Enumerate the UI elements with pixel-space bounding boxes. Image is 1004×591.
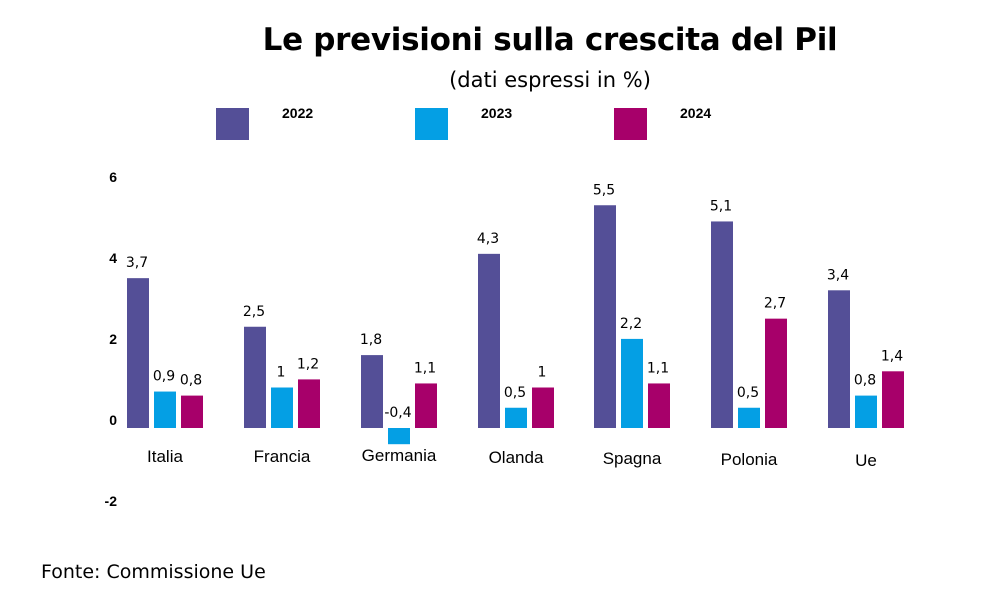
bar-2024-spagna [648,383,670,428]
bar-2023-polonia [738,407,760,428]
category-label-italia: Italia [147,447,183,466]
bar-2024-olanda [532,387,554,428]
bar-2022-spagna [594,205,616,428]
y-tick-label: 2 [109,331,117,347]
data-label-2022-spagna: 5,5 [593,182,615,198]
data-label-2022-germania: 1,8 [360,332,382,348]
legend-swatch-2022 [216,108,249,140]
bar-2023-germania [388,428,410,445]
legend-swatch-2023 [415,108,448,140]
bar-2023-spagna [621,338,643,428]
bar-2022-olanda [478,253,500,428]
bar-2022-ue [828,290,850,428]
chart-subtitle: (dati espressi in %) [449,68,651,92]
category-label-germania: Germania [362,446,437,465]
y-tick-label: 6 [109,169,117,185]
data-label-2022-polonia: 5,1 [710,198,732,214]
y-tick-label: 4 [109,250,117,266]
data-label-2024-polonia: 2,7 [764,296,786,312]
data-label-2023-ue: 0,8 [854,373,876,389]
category-label-polonia: Polonia [721,450,778,469]
data-label-2023-germania: -0,4 [384,405,411,421]
bar-2022-polonia [711,221,733,428]
bar-2022-francia [244,326,266,428]
data-label-2023-francia: 1 [277,365,286,381]
data-labels: 3,7 0,9 0,8 2,5 1 1,2 1,8 -0,4 1,1 4,3 0,5 1 5,5 2,2 1… [126,182,903,421]
bar-2024-germania [415,383,437,428]
data-label-2023-spagna: 2,2 [620,316,642,332]
data-label-2023-polonia: 0,5 [737,385,759,401]
bar-2023-olanda [505,407,527,428]
data-label-2024-francia: 1,2 [297,356,319,372]
bar-2023-italia [154,391,176,428]
legend-swatch-2024 [614,108,647,140]
data-label-2022-olanda: 4,3 [477,231,499,247]
data-label-2024-italia: 0,8 [180,373,202,389]
legend-label-2023: 2023 [481,105,512,121]
data-label-2024-ue: 1,4 [881,348,903,364]
category-labels: Italia Francia Germania Olanda Spagna Polonia… [147,446,877,470]
bar-2024-polonia [765,318,787,428]
category-label-ue: Ue [855,451,877,470]
bars [127,205,904,445]
bar-2024-italia [181,395,203,428]
legend-label-2022: 2022 [282,105,313,121]
source-note: Fonte: Commissione Ue [41,561,266,583]
data-label-2022-francia: 2,5 [243,304,265,320]
data-label-2022-italia: 3,7 [126,255,148,271]
bar-2024-francia [298,379,320,428]
category-label-spagna: Spagna [603,449,662,468]
data-label-2024-olanda: 1 [538,365,547,381]
data-label-2023-italia: 0,9 [153,369,175,385]
chart-title: Le previsioni sulla crescita del Pil [262,22,838,58]
legend-label-2024: 2024 [680,105,711,121]
legend: 2022 2023 2024 [216,105,711,140]
data-label-2023-olanda: 0,5 [504,385,526,401]
category-label-francia: Francia [254,447,311,466]
y-tick-label: -2 [105,493,118,509]
y-tick-label: 0 [109,412,117,428]
data-label-2022-ue: 3,4 [827,267,849,283]
category-label-olanda: Olanda [489,448,544,467]
bar-2023-ue [855,395,877,428]
bar-2023-francia [271,387,293,428]
data-label-2024-spagna: 1,1 [647,360,669,376]
y-axis: 6 4 2 0 -2 [105,169,118,509]
bar-2022-italia [127,278,149,428]
bar-2022-germania [361,355,383,428]
data-label-2024-germania: 1,1 [414,360,436,376]
bar-2024-ue [882,371,904,428]
